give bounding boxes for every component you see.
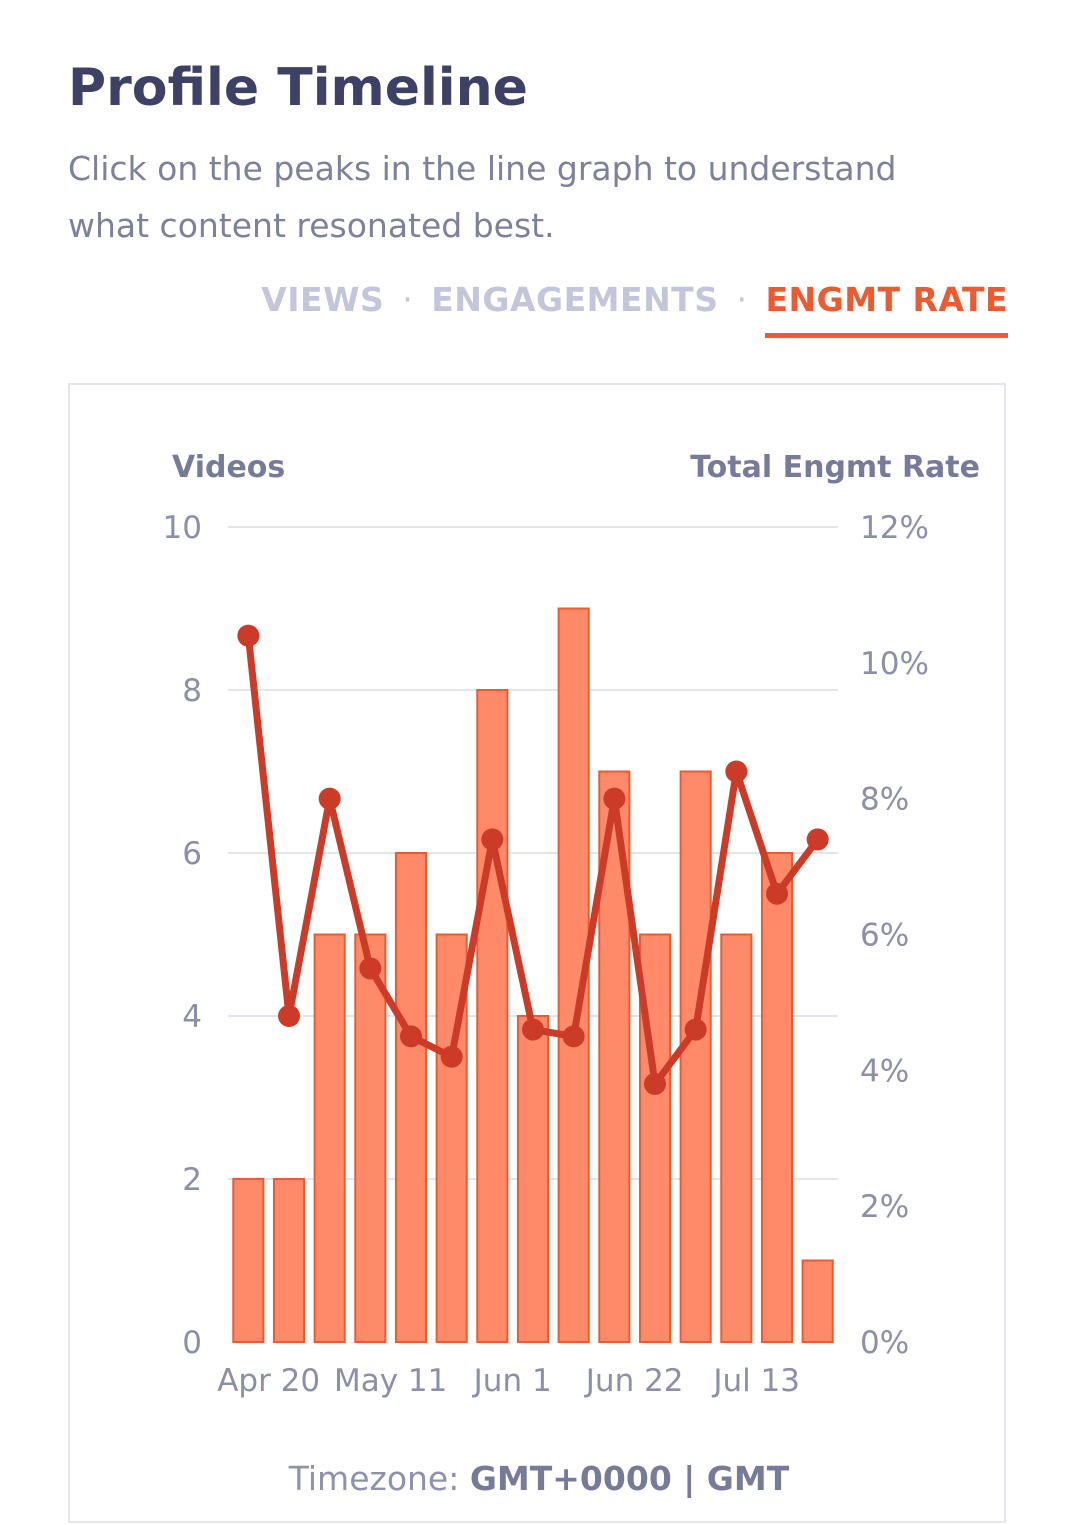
line-point[interactable] bbox=[725, 760, 748, 783]
line-point[interactable] bbox=[603, 787, 626, 810]
line-point[interactable] bbox=[481, 828, 504, 851]
right-tick-label: 6% bbox=[860, 918, 909, 954]
right-tick-label: 2% bbox=[860, 1189, 909, 1225]
line-point[interactable] bbox=[440, 1045, 463, 1068]
left-tick-label: 6 bbox=[182, 836, 202, 872]
line-point[interactable] bbox=[644, 1072, 666, 1095]
x-tick-label: Apr 20 bbox=[217, 1363, 320, 1399]
right-tick-label: 0% bbox=[860, 1325, 909, 1361]
right-axis-title: Total Engmt Rate bbox=[690, 450, 980, 485]
chart-card: Videos Total Engmt Rate 0 2 4 6 8 10 0% 2% 4% 6% 8% 1… bbox=[68, 383, 1006, 1523]
timezone-note: Timezone: GMT+0000 | GMT bbox=[70, 1459, 1008, 1498]
bar bbox=[394, 852, 428, 1343]
line-point[interactable] bbox=[278, 1005, 300, 1027]
timezone-label: Timezone: bbox=[288, 1459, 460, 1498]
left-tick-label: 0 bbox=[182, 1325, 202, 1361]
line-point[interactable] bbox=[318, 787, 341, 810]
timezone-value: GMT+0000 | GMT bbox=[469, 1459, 790, 1498]
line-point[interactable] bbox=[806, 828, 829, 851]
x-tick-label: Jul 13 bbox=[711, 1363, 800, 1399]
bar bbox=[801, 1259, 834, 1343]
right-tick-label: 10% bbox=[860, 646, 929, 682]
bar bbox=[679, 770, 712, 1343]
x-tick-label: May 11 bbox=[334, 1363, 447, 1399]
right-tick-label: 8% bbox=[860, 782, 909, 818]
x-tick-label: Jun 22 bbox=[584, 1363, 684, 1399]
metric-tabs: VIEWS · ENGAGEMENTS · ENGMT RATE bbox=[261, 280, 1008, 338]
line-point[interactable] bbox=[562, 1025, 585, 1048]
tab-separator: · bbox=[736, 280, 748, 319]
left-axis-title: Videos bbox=[172, 450, 285, 485]
tab-engmt-rate[interactable]: ENGMT RATE bbox=[765, 280, 1008, 338]
tab-views[interactable]: VIEWS bbox=[261, 280, 385, 319]
line-point[interactable] bbox=[766, 882, 788, 905]
line-point[interactable] bbox=[522, 1018, 544, 1041]
bar bbox=[313, 933, 346, 1343]
right-tick-label: 12% bbox=[860, 510, 929, 546]
left-tick-label: 2 bbox=[182, 1162, 202, 1198]
bar bbox=[272, 1178, 306, 1343]
bar bbox=[720, 933, 753, 1343]
profile-timeline-chart: Videos Total Engmt Rate 0 2 4 6 8 10 0% 2% 4% 6% 8% 1… bbox=[163, 450, 980, 1399]
bar bbox=[516, 1015, 550, 1343]
line-point[interactable] bbox=[684, 1018, 707, 1041]
bar bbox=[760, 852, 794, 1343]
bar bbox=[476, 689, 509, 1343]
line-point[interactable] bbox=[400, 1025, 422, 1048]
x-tick-label: Jun 1 bbox=[472, 1363, 552, 1399]
line-point[interactable] bbox=[237, 624, 260, 647]
tab-engagements[interactable]: ENGAGEMENTS bbox=[431, 280, 719, 319]
bar bbox=[354, 933, 387, 1343]
left-tick-label: 4 bbox=[182, 999, 202, 1035]
tab-separator: · bbox=[402, 280, 414, 319]
left-tick-label: 8 bbox=[182, 673, 202, 709]
page-subtitle: Click on the peaks in the line graph to … bbox=[68, 149, 897, 245]
line-point[interactable] bbox=[359, 957, 382, 980]
bar bbox=[232, 1178, 265, 1343]
page-title: Profile Timeline bbox=[68, 58, 528, 118]
right-tick-label: 4% bbox=[860, 1053, 909, 1089]
left-tick-label: 10 bbox=[163, 510, 202, 546]
